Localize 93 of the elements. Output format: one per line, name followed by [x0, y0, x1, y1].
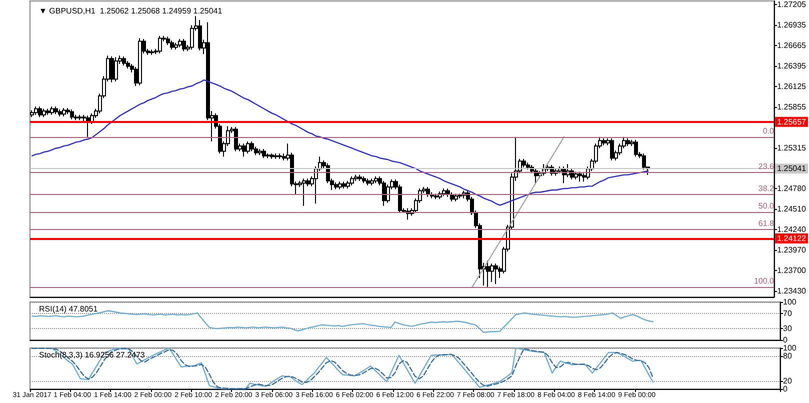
annotation: 38.2 [758, 184, 775, 194]
candlestick [338, 181, 342, 190]
y-tick-label: 0 [783, 336, 788, 344]
candlestick [434, 193, 438, 200]
candlestick [166, 36, 170, 46]
candlestick [278, 153, 282, 160]
y-tick-label: 1.26935 [777, 20, 807, 30]
candlestick [450, 192, 454, 202]
y-tick-label: 1.26665 [777, 40, 807, 50]
candlestick [246, 140, 250, 154]
y-tick-label: 1.24510 [777, 204, 807, 214]
candlestick [610, 138, 614, 161]
candlestick [158, 35, 162, 54]
candlestick [250, 140, 254, 152]
candlestick [30, 110, 34, 118]
candlestick [602, 138, 606, 146]
candlestick [634, 139, 638, 158]
candlestick [58, 109, 62, 117]
text: ▼ GBPUSD,H1 1.25062 1.25068 1.24959 1.25041 [39, 6, 223, 16]
candlestick [78, 114, 82, 121]
candlestick [234, 126, 238, 152]
candlestick [446, 188, 450, 198]
candlestick [382, 180, 386, 206]
candlestick [334, 182, 338, 190]
y-tick-label: 100 [783, 298, 797, 306]
candlestick [126, 60, 130, 70]
candlestick [346, 180, 350, 189]
candlestick [54, 106, 58, 115]
candlestick [86, 115, 90, 138]
y-tick-label: 20 [783, 376, 792, 386]
y-tick-label: 30 [783, 324, 792, 334]
candlestick [626, 138, 630, 146]
y-tick-label: 0 [783, 384, 788, 394]
candlestick [114, 56, 118, 82]
candlestick [350, 176, 354, 186]
y-tick-label: 1.23430 [777, 286, 807, 296]
candlestick [70, 109, 74, 120]
candlestick [258, 148, 262, 156]
ref-line-label: 1.25041 [777, 164, 807, 174]
candlestick [38, 106, 42, 118]
candlestick [454, 193, 458, 202]
candlestick [262, 148, 266, 159]
y-tick-label: 1.23970 [777, 245, 807, 254]
annotation: 61.8 [758, 218, 775, 228]
annotation: 23.6 [758, 162, 775, 172]
candlestick [270, 153, 274, 160]
candlestick [526, 162, 530, 170]
candlestick [486, 260, 490, 288]
candlestick [138, 38, 142, 86]
candlestick [374, 176, 378, 184]
ref-line-label: 1.25657 [777, 117, 807, 126]
candlestick [46, 108, 50, 116]
y-tick-label: 1.24240 [777, 224, 807, 234]
candlestick [242, 143, 246, 158]
candlestick [122, 56, 126, 66]
candlestick [274, 153, 278, 160]
y-tick-label: 80 [783, 352, 792, 361]
ref-line-label: 1.24122 [777, 234, 807, 243]
candlestick [170, 40, 174, 50]
candlestick [178, 38, 182, 48]
candlestick [62, 108, 66, 117]
line-series [31, 79, 649, 206]
candlestick [358, 174, 362, 182]
candlestick [426, 186, 430, 198]
y-tick-label: 1.25315 [777, 143, 807, 152]
candlestick [362, 176, 366, 184]
y-tick-label: 1.23700 [777, 266, 807, 275]
y-tick-label: 1.27205 [777, 0, 807, 9]
y-tick-label: 1.25855 [777, 102, 807, 112]
candlestick [34, 106, 38, 116]
chart-title: RSI(14) 47.8051 [39, 304, 98, 314]
y-tick-label: 1.26125 [777, 82, 807, 91]
candlestick [182, 38, 186, 52]
y-tick-label: 1.24780 [777, 184, 807, 193]
candlestick [198, 19, 202, 51]
candlestick [42, 108, 46, 118]
candlestick [366, 178, 370, 186]
y-tick-label: 70 [783, 308, 792, 318]
candlestick [442, 188, 446, 197]
y-tick-label: 1.26395 [777, 61, 807, 70]
candlestick [266, 153, 270, 159]
y-tick-label: 100 [783, 344, 797, 352]
candlestick [110, 56, 114, 83]
candlestick [174, 42, 178, 50]
candlestick [302, 178, 306, 206]
candlestick [578, 171, 582, 182]
candlestick [494, 263, 498, 285]
candlestick [342, 181, 346, 189]
candlestick [574, 171, 578, 180]
candlestick [370, 178, 374, 186]
candlestick [50, 106, 54, 116]
candlestick [354, 174, 358, 182]
candlestick [150, 49, 154, 56]
